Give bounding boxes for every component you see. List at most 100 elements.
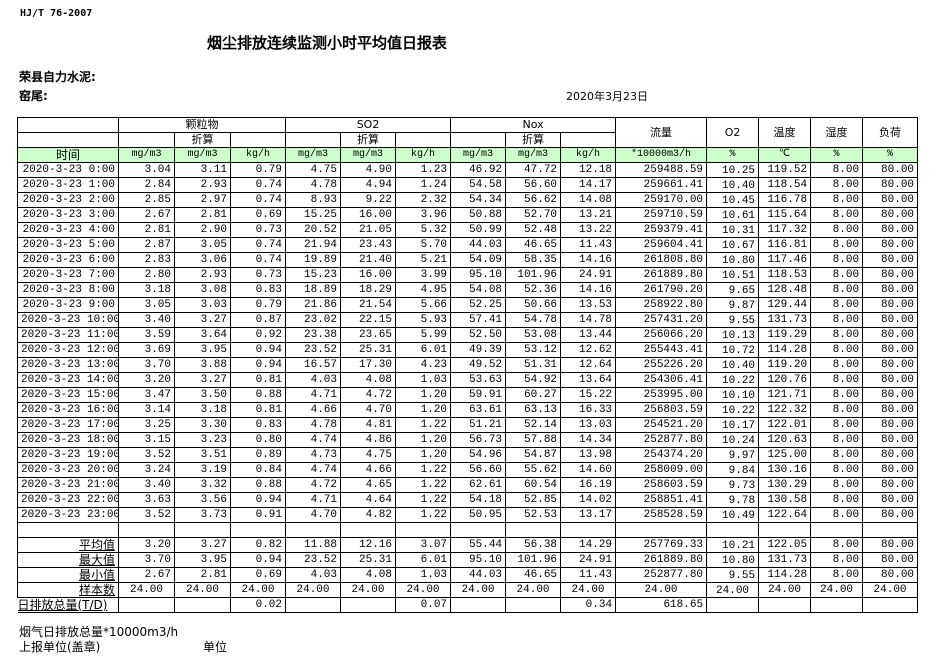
value-cell: 21.05 (340, 222, 397, 238)
value-cell: 80.00 (862, 462, 919, 478)
value-cell: 8.00 (810, 192, 864, 208)
hourly-report-table: 颗粒物 SO2 Nox 流量 O2 温度 湿度 负荷 折算 折算 折算 时间 m… (17, 117, 919, 613)
standard-code: HJ/T 76-2007 (20, 8, 93, 19)
value-cell: 131.73 (758, 312, 812, 328)
value-cell: 130.58 (758, 492, 812, 508)
header-converted: 折算 (340, 132, 397, 148)
value-cell: 2.87 (118, 237, 175, 253)
value-cell: 14.17 (560, 177, 617, 193)
value-cell: 80.00 (862, 282, 919, 298)
value-cell: 3.14 (118, 402, 175, 418)
value-cell: 56.60 (450, 462, 507, 478)
value-cell: 3.73 (174, 507, 231, 523)
unit-cell: *10000m3/h (615, 147, 708, 163)
value-cell: 3.30 (174, 417, 231, 433)
table-row: 2020-3-23 22:00 3.63 3.56 0.94 4.71 4.64 1.22 5… (17, 492, 919, 508)
value-cell: 259661.41 (615, 177, 708, 193)
value-cell: 8.00 (810, 207, 864, 223)
value-cell: 80.00 (862, 237, 919, 253)
value-cell: 14.78 (560, 312, 617, 328)
table-row: 2020-3-23 17:00 3.25 3.30 0.83 4.78 4.81 1.22 5… (17, 417, 919, 433)
value-cell: 14.16 (560, 252, 617, 268)
value-cell: 56.60 (505, 177, 562, 193)
value-cell: 4.72 (285, 477, 342, 493)
summary-row: 最大值 3.70 3.95 0.94 23.52 25.31 6.01 95.10 101.96… (17, 552, 919, 568)
value-cell: 120.63 (758, 432, 812, 448)
value-cell: 10.40 (706, 177, 760, 193)
value-cell: 0.69 (229, 207, 287, 223)
value-cell: 49.39 (450, 342, 507, 358)
header-blank (450, 132, 507, 148)
value-cell: 119.29 (758, 327, 812, 343)
value-cell: 10.10 (706, 387, 760, 403)
value-cell: 130.29 (758, 477, 812, 493)
value-cell: 4.78 (285, 177, 342, 193)
value-cell: 54.58 (450, 177, 507, 193)
value-cell: 3.27 (174, 312, 231, 328)
value-cell: 120.76 (758, 372, 812, 388)
value-cell: 8.00 (810, 267, 864, 283)
value-cell: 4.95 (395, 282, 452, 298)
value-cell: 4.75 (285, 162, 342, 178)
value-cell: 9.97 (706, 447, 760, 463)
value-cell: 3.04 (118, 162, 175, 178)
empty-cell (118, 522, 175, 538)
value-cell: 4.90 (340, 162, 397, 178)
value-cell: 125.00 (758, 447, 812, 463)
value-cell: 255226.20 (615, 357, 708, 373)
value-cell: 3.51 (174, 447, 231, 463)
value-cell: 8.00 (810, 402, 864, 418)
value-cell: 0.73 (229, 222, 287, 238)
value-cell: 1.20 (395, 432, 452, 448)
value-cell: 9.84 (706, 462, 760, 478)
value-cell: 24.00 (758, 582, 812, 598)
value-cell: 57.41 (450, 312, 507, 328)
value-cell: 8.00 (810, 492, 864, 508)
header-blank (118, 132, 175, 148)
value-cell: 13.53 (560, 297, 617, 313)
table-row: 2020-3-23 14:00 3.20 3.27 0.81 4.03 4.08 1.03 5… (17, 372, 919, 388)
value-cell (450, 597, 507, 613)
value-cell: 3.40 (118, 477, 175, 493)
header-blank (560, 132, 617, 148)
value-cell: 54.78 (505, 312, 562, 328)
value-cell: 5.70 (395, 237, 452, 253)
value-cell: 80.00 (862, 357, 919, 373)
value-cell: 52.53 (505, 507, 562, 523)
value-cell: 117.46 (758, 252, 812, 268)
value-cell: 114.28 (758, 342, 812, 358)
value-cell: 50.99 (450, 222, 507, 238)
time-cell: 2020-3-23 21:00 (17, 477, 119, 493)
value-cell (340, 597, 397, 613)
unit-cell: ℃ (758, 147, 812, 163)
value-cell (174, 597, 231, 613)
value-cell: 2.90 (174, 222, 231, 238)
value-cell: 4.74 (285, 432, 342, 448)
value-cell: 80.00 (862, 537, 919, 553)
value-cell: 130.16 (758, 462, 812, 478)
value-cell: 80.00 (862, 342, 919, 358)
header-converted: 折算 (174, 132, 231, 148)
table-row: 2020-3-23 18:00 3.15 3.23 0.80 4.74 4.86 1.20 5… (17, 432, 919, 448)
value-cell: 10.24 (706, 432, 760, 448)
value-cell: 3.20 (118, 372, 175, 388)
unit-cell: mg/m3 (505, 147, 562, 163)
time-cell: 2020-3-23 9:00 (17, 297, 119, 313)
value-cell: 8.00 (810, 432, 864, 448)
empty-cell (862, 522, 919, 538)
unit-cell: % (862, 147, 919, 163)
value-cell: 3.59 (118, 327, 175, 343)
value-cell: 14.16 (560, 282, 617, 298)
value-cell: 9.55 (706, 312, 760, 328)
value-cell: 10.72 (706, 342, 760, 358)
value-cell: 80.00 (862, 477, 919, 493)
flue-gas-total-label: 烟气日排放总量*10000m3/h (19, 625, 179, 639)
value-cell: 8.00 (810, 282, 864, 298)
value-cell: 2.83 (118, 252, 175, 268)
value-cell: 19.89 (285, 252, 342, 268)
value-cell: 4.74 (285, 462, 342, 478)
value-cell: 12.64 (560, 357, 617, 373)
value-cell: 24.00 (174, 582, 231, 598)
value-cell: 254306.41 (615, 372, 708, 388)
value-cell: 252877.80 (615, 432, 708, 448)
